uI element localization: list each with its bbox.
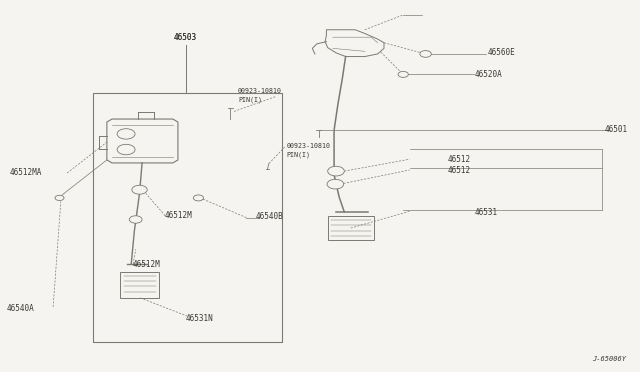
Text: 46512MA: 46512MA [10, 169, 42, 177]
Text: 00923-10810: 00923-10810 [238, 88, 282, 94]
Text: 46540B: 46540B [256, 212, 284, 221]
Circle shape [328, 166, 344, 176]
Bar [93, 93, 282, 342]
Text: 46512M: 46512M [132, 260, 160, 269]
Text: 46512: 46512 [448, 166, 471, 175]
Circle shape [132, 185, 147, 194]
Text: J-65006Y: J-65006Y [592, 356, 626, 362]
Text: 46531: 46531 [475, 208, 498, 217]
Circle shape [117, 144, 135, 155]
Text: 46512: 46512 [448, 155, 471, 164]
Circle shape [193, 195, 204, 201]
Text: PIN(I): PIN(I) [287, 151, 311, 158]
Text: 46540A: 46540A [6, 304, 34, 312]
Text: 46503: 46503 [174, 33, 197, 42]
Text: 46560E: 46560E [488, 48, 515, 57]
Text: 46531N: 46531N [186, 314, 213, 323]
Circle shape [327, 179, 344, 189]
Text: 46512M: 46512M [164, 211, 192, 220]
Text: 00923-10810: 00923-10810 [287, 143, 331, 149]
Text: PIN(I): PIN(I) [238, 96, 262, 103]
Text: 46501: 46501 [605, 125, 628, 134]
Circle shape [398, 71, 408, 77]
Text: 46520A: 46520A [475, 70, 502, 79]
Circle shape [55, 195, 64, 201]
Circle shape [117, 129, 135, 139]
Circle shape [420, 51, 431, 57]
Circle shape [129, 216, 142, 223]
Text: 46503: 46503 [174, 33, 197, 42]
